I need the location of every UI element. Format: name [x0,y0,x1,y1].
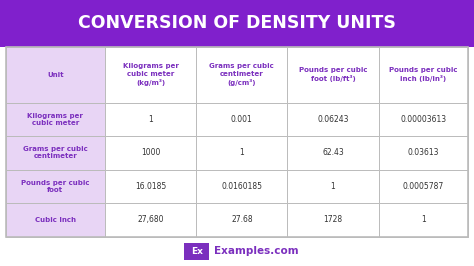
Text: 0.06243: 0.06243 [317,115,349,124]
Text: 0.03613: 0.03613 [408,148,439,157]
Bar [105,136,196,170]
Text: Kilograms per
cubic meter
(kg/m³): Kilograms per cubic meter (kg/m³) [123,64,179,86]
Text: 0.001: 0.001 [231,115,253,124]
Bar [287,136,379,170]
Text: 27,680: 27,680 [137,215,164,225]
Text: Ex: Ex [191,247,203,256]
Text: 0.0005787: 0.0005787 [403,182,444,191]
Text: Examples.com: Examples.com [214,246,299,256]
Bar [196,47,287,103]
Bar [105,103,196,136]
Bar [105,47,196,103]
Bar [287,47,379,103]
Bar [379,136,468,170]
Bar [379,170,468,203]
Bar [6,103,105,136]
Text: Kilograms per
cubic meter: Kilograms per cubic meter [27,113,83,126]
Text: 1000: 1000 [141,148,160,157]
Bar [287,203,379,237]
Text: 0.00003613: 0.00003613 [401,115,447,124]
Bar [105,203,196,237]
Bar [184,243,209,260]
Bar [0,0,474,47]
Bar [287,103,379,136]
Text: Pounds per cubic
inch (lb/in³): Pounds per cubic inch (lb/in³) [389,67,458,82]
Bar [379,47,468,103]
Text: Unit: Unit [47,72,64,78]
Text: Pounds per cubic
foot: Pounds per cubic foot [21,180,90,193]
Text: Grams per cubic
centimeter: Grams per cubic centimeter [23,147,88,159]
Text: 16.0185: 16.0185 [135,182,166,191]
Text: 1: 1 [331,182,336,191]
Bar [287,170,379,203]
Bar [196,136,287,170]
Bar [6,47,105,103]
Bar [6,170,105,203]
Bar [6,47,468,237]
Text: Grams per cubic
centimeter
(g/cm³): Grams per cubic centimeter (g/cm³) [210,64,274,86]
Text: 1: 1 [239,148,244,157]
Text: Cubic Inch: Cubic Inch [35,217,76,223]
Bar [196,203,287,237]
Text: 27.68: 27.68 [231,215,253,225]
Text: Pounds per cubic
foot (lb/ft³): Pounds per cubic foot (lb/ft³) [299,67,367,82]
Bar [196,103,287,136]
Text: 1: 1 [148,115,153,124]
Text: 62.43: 62.43 [322,148,344,157]
Text: 1728: 1728 [323,215,343,225]
Text: 1: 1 [421,215,426,225]
Bar [379,103,468,136]
Bar [6,203,105,237]
Bar [196,170,287,203]
Bar [379,203,468,237]
Bar [6,136,105,170]
Text: 0.0160185: 0.0160185 [221,182,262,191]
Bar [105,170,196,203]
Text: CONVERSION OF DENSITY UNITS: CONVERSION OF DENSITY UNITS [78,14,396,32]
